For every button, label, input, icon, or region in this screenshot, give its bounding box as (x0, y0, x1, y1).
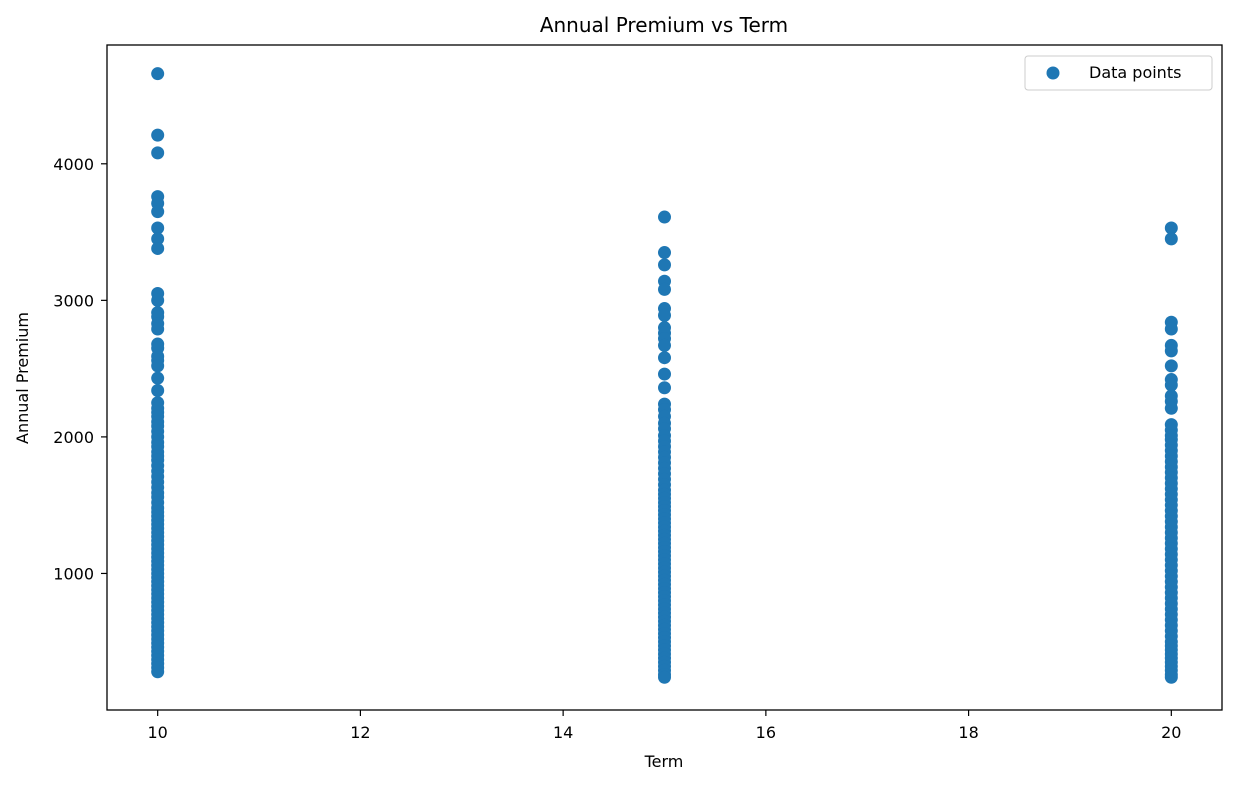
data-point (151, 383, 165, 397)
chart-title: Annual Premium vs Term (540, 13, 788, 37)
data-point (1164, 359, 1178, 373)
data-point (151, 371, 165, 385)
data-point (1164, 670, 1178, 684)
data-point (658, 381, 671, 395)
y-axis: 1000 2000 3000 4000 (53, 155, 107, 583)
data-point (151, 665, 165, 679)
data-point (151, 241, 165, 255)
y-tick-label: 4000 (53, 155, 94, 174)
plot-frame (106, 44, 1223, 711)
legend-box (1024, 55, 1213, 91)
data-point (151, 322, 165, 336)
x-tick-label: 16 (756, 723, 776, 742)
data-point (658, 246, 671, 260)
legend-label: Data points (1089, 63, 1181, 82)
data-point (658, 258, 671, 272)
data-point (151, 221, 165, 235)
data-point (658, 210, 671, 224)
x-axis-label: Term (644, 752, 684, 771)
data-point (1164, 322, 1178, 336)
data-point (151, 232, 165, 246)
legend-marker (1046, 66, 1060, 80)
legend: Data points (1024, 55, 1213, 91)
data-point (151, 293, 165, 307)
data-point (658, 308, 671, 322)
data-points-group (151, 67, 1178, 684)
x-tick-label: 18 (958, 723, 978, 742)
data-point (1164, 221, 1178, 235)
data-point (658, 338, 671, 352)
x-tick-label: 14 (553, 723, 573, 742)
x-axis: 10 12 14 16 18 20 (148, 710, 1181, 742)
data-point (658, 351, 671, 365)
data-point (658, 367, 671, 381)
y-tick-label: 3000 (53, 291, 94, 310)
data-point (658, 282, 671, 296)
x-tick-label: 12 (350, 723, 370, 742)
data-point (151, 67, 165, 81)
y-axis-label: Annual Premium (13, 312, 32, 444)
y-tick-label: 2000 (53, 428, 94, 447)
data-point (151, 205, 165, 219)
data-point (658, 670, 671, 684)
data-point (1164, 344, 1178, 358)
data-point (151, 359, 165, 373)
data-point (151, 128, 165, 142)
x-tick-label: 10 (148, 723, 168, 742)
y-tick-label: 1000 (53, 564, 94, 583)
data-point (1164, 378, 1178, 392)
data-point (151, 146, 165, 160)
x-tick-label: 20 (1161, 723, 1181, 742)
data-point (1164, 232, 1178, 246)
data-point (1164, 401, 1178, 415)
